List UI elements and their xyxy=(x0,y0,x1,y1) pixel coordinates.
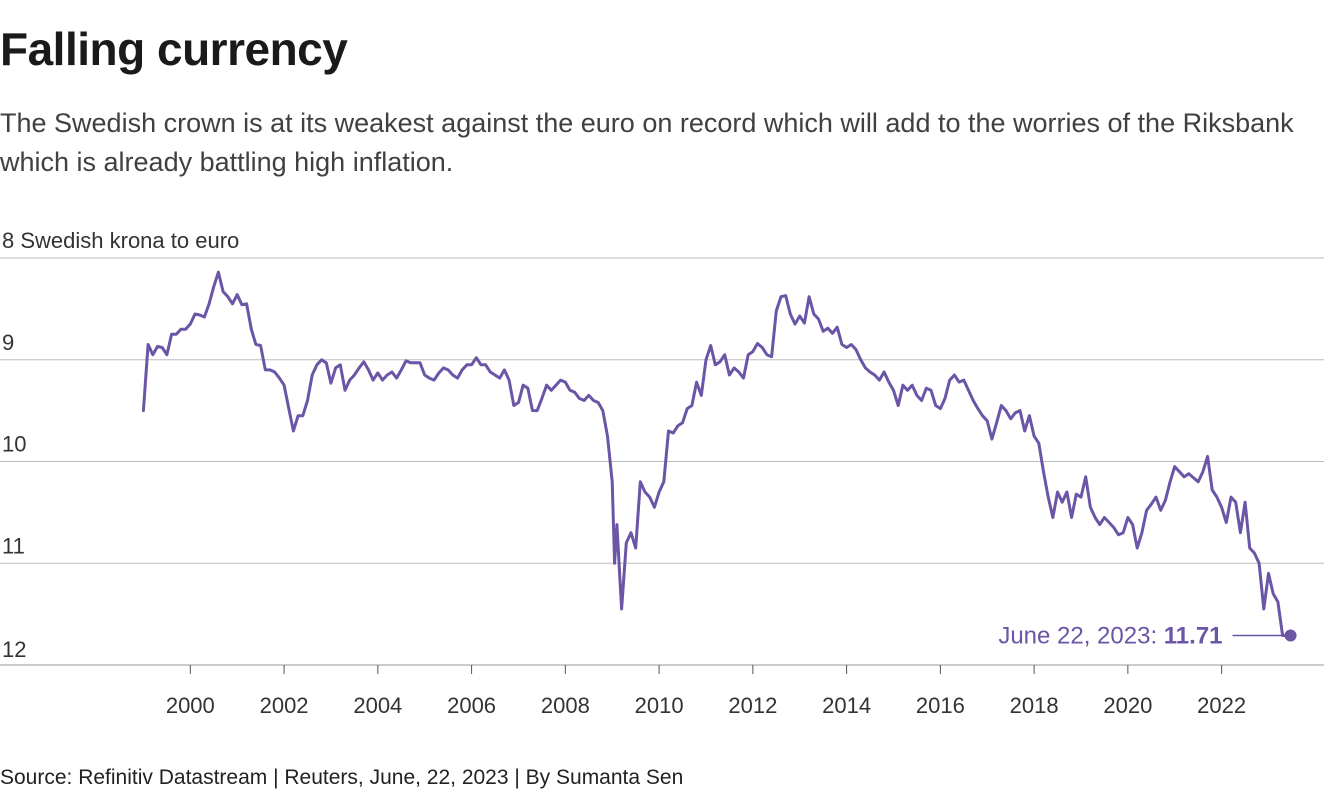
x-tick-label: 2012 xyxy=(728,693,777,718)
y-tick-label-with-unit: 8 Swedish krona to euro xyxy=(2,228,239,253)
x-tick-label: 2008 xyxy=(541,693,590,718)
x-tick-label: 2014 xyxy=(822,693,871,718)
y-tick-label: 12 xyxy=(2,637,26,662)
x-tick-label: 2010 xyxy=(635,693,684,718)
x-tick-label: 2022 xyxy=(1197,693,1246,718)
source-note: Source: Refinitiv Datastream | Reuters, … xyxy=(0,766,684,789)
x-tick-label: 2016 xyxy=(916,693,965,718)
chart-title: Falling currency xyxy=(0,23,348,75)
x-tick-label: 2018 xyxy=(1010,693,1059,718)
x-tick-label: 2002 xyxy=(260,693,309,718)
latest-point-marker xyxy=(1284,629,1297,642)
x-tick-label: 2020 xyxy=(1103,693,1152,718)
annotation-value: 11.71 xyxy=(1164,622,1223,649)
grid-lines xyxy=(0,257,1324,666)
series-line xyxy=(141,270,1292,637)
y-tick-label: 10 xyxy=(2,432,26,457)
annotation-date: June 22, 2023: xyxy=(998,622,1163,649)
y-tick-label: 11 xyxy=(2,533,25,558)
x-tick-label: 2000 xyxy=(166,693,215,718)
y-tick-label: 9 xyxy=(2,330,14,355)
latest-value-annotation: June 22, 2023: 11.71 xyxy=(998,622,1297,649)
chart-subtitle: The Swedish crown is at its weakest agai… xyxy=(0,108,1294,177)
y-axis-labels: 8 Swedish krona to euro 9 10 11 12 xyxy=(2,228,239,662)
annotation-label: June 22, 2023: 11.71 xyxy=(998,622,1222,649)
x-axis: 2000 2002 2004 2006 2008 2010 2012 2014 2016 2018… xyxy=(166,665,1246,718)
x-tick-label: 2006 xyxy=(447,693,496,718)
x-tick-label: 2004 xyxy=(353,693,402,718)
